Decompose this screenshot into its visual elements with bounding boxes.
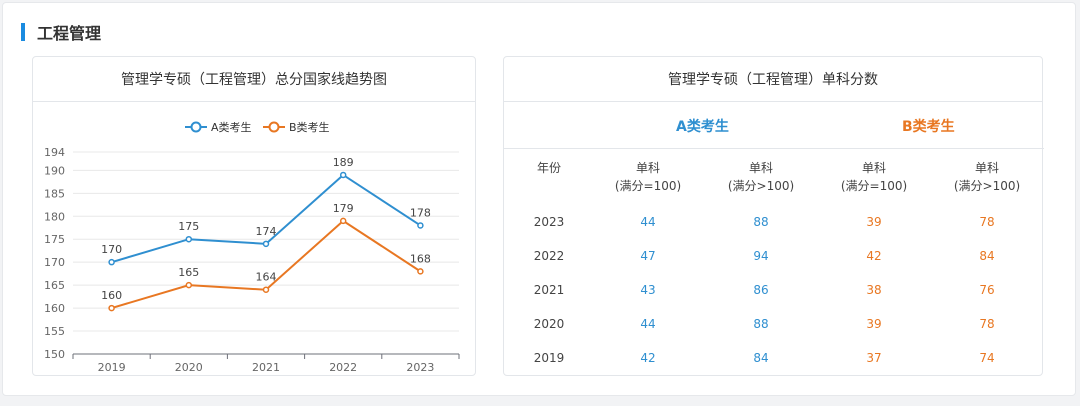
table-card-title: 管理学专硕（工程管理）单科分数 (504, 57, 1042, 102)
column-header-line: 单科 (635, 161, 660, 175)
score-cell: 78 (979, 215, 995, 229)
data-label: 165 (178, 266, 199, 279)
section-header: 工程管理 (21, 21, 101, 43)
data-label: 170 (101, 243, 122, 256)
column-header-line: 单科 (748, 161, 773, 175)
data-label: 160 (101, 289, 122, 302)
column-header-line: (满分=100) (614, 179, 682, 193)
legend-marker-2 (268, 121, 280, 133)
y-tick-label: 150 (44, 348, 65, 361)
data-point (262, 286, 270, 293)
data-label: 179 (333, 202, 354, 215)
legend-label-2: B类考生 (289, 120, 330, 134)
score-cell: 44 (640, 215, 656, 229)
data-point (185, 235, 193, 243)
column-header-line: 单科 (974, 161, 999, 175)
data-label: 164 (256, 271, 277, 284)
y-tick-label: 180 (44, 210, 65, 223)
column-header-line: (满分>100) (953, 179, 1021, 193)
column-header-line: (满分=100) (840, 179, 908, 193)
data-label: 178 (410, 206, 431, 219)
score-cell: 47 (640, 249, 656, 263)
data-label: 175 (178, 220, 199, 233)
score-cell: 42 (866, 249, 882, 263)
data-label: 174 (256, 225, 277, 238)
y-tick-label: 155 (44, 325, 65, 338)
y-tick-label: 190 (44, 164, 65, 177)
y-tick-label: 160 (44, 302, 65, 315)
year-cell: 2020 (533, 317, 565, 331)
score-cell: 84 (979, 249, 995, 263)
data-point (185, 281, 193, 289)
y-tick-label: 170 (44, 256, 65, 269)
legend-label-1: A类考生 (211, 120, 252, 134)
data-label: 168 (410, 252, 431, 265)
score-cell: 88 (753, 317, 769, 331)
y-tick-label: 165 (44, 279, 65, 292)
score-cell: 94 (753, 249, 769, 263)
x-tick-label: 2020 (175, 361, 203, 374)
column-header-line: 年份 (536, 161, 561, 175)
y-tick-label: 175 (44, 233, 65, 246)
score-cell: 37 (866, 351, 882, 365)
legend-marker-1 (190, 121, 202, 133)
data-point (417, 268, 424, 275)
score-cell: 86 (753, 283, 769, 297)
score-cell: 42 (640, 351, 656, 365)
column-header: 年份 (494, 159, 604, 177)
trend-line-chart: A类考生 B类考生 150 155 160 165 170 175 180 185 190 194 20… (44, 120, 460, 374)
year-cell: 2021 (533, 283, 565, 297)
score-cell: 38 (866, 283, 882, 297)
column-header-line: (满分>100) (727, 179, 795, 193)
year-cell: 2019 (533, 351, 565, 365)
x-tick-label: 2019 (98, 361, 126, 374)
data-point (339, 217, 347, 225)
score-cell: 39 (866, 215, 882, 229)
data-point (262, 240, 270, 248)
column-header-line: 单科 (861, 161, 886, 175)
trend-chart-card: 管理学专硕（工程管理）总分国家线趋势图 A类考生 B类考生 150 155 160 165… (32, 56, 476, 376)
column-header: 单科 (满分=100) (593, 159, 703, 195)
score-cell: 76 (979, 283, 995, 297)
x-tick-label: 2021 (252, 361, 280, 374)
year-cell: 2022 (533, 249, 565, 263)
score-cell: 78 (979, 317, 995, 331)
group-a-label: A类考生 (676, 119, 729, 135)
data-point (339, 171, 347, 179)
series-line-1 (111, 173, 421, 264)
chart-card-title: 管理学专硕（工程管理）总分国家线趋势图 (33, 57, 475, 102)
column-header: 单科 (满分=100) (819, 159, 929, 195)
score-cell: 44 (640, 317, 656, 331)
y-tick-label: 194 (44, 146, 65, 159)
data-point (417, 222, 424, 229)
data-point (108, 304, 115, 312)
group-header-row: A类考生 B类考生 (504, 102, 1044, 149)
column-header: 单科 (满分>100) (932, 159, 1042, 195)
score-cell: 84 (753, 351, 769, 365)
section-accent-bar (21, 23, 25, 41)
single-subject-card: 管理学专硕（工程管理）单科分数 A类考生 B类考生 年份 单科 (满分=100) 单科… (503, 56, 1044, 376)
score-cell: 74 (979, 351, 995, 365)
score-cell: 39 (866, 317, 882, 331)
score-cell: 88 (753, 215, 769, 229)
year-cell: 2023 (533, 215, 565, 229)
x-tick-label: 2023 (406, 361, 434, 374)
column-header: 单科 (满分>100) (706, 159, 816, 195)
score-cell: 43 (640, 283, 656, 297)
data-point (108, 258, 115, 266)
group-b-label: B类考生 (902, 119, 955, 135)
data-label: 189 (333, 156, 354, 169)
y-tick-label: 185 (44, 187, 65, 200)
section-title: 工程管理 (37, 24, 102, 43)
x-tick-label: 2022 (329, 361, 357, 374)
